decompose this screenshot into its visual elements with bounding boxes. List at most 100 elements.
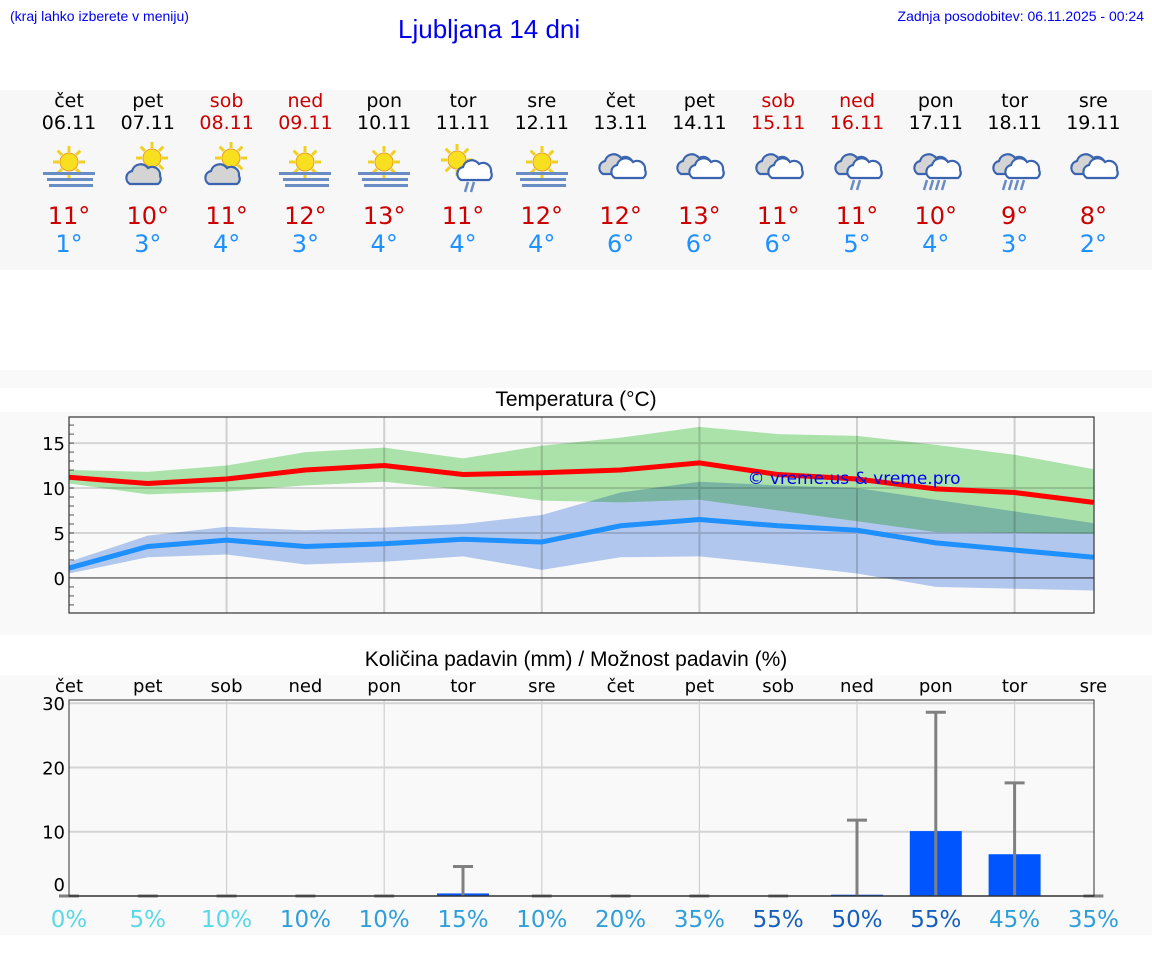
x-day-label: pon bbox=[919, 676, 953, 697]
watermark: © vreme.us & vreme.pro bbox=[747, 469, 960, 489]
precip-probability: 50% bbox=[831, 907, 882, 933]
min-temp: 4° bbox=[449, 230, 477, 258]
precip-probability: 35% bbox=[674, 907, 725, 933]
min-temp: 2° bbox=[1079, 230, 1108, 258]
x-day-label: čet bbox=[55, 676, 83, 697]
sun-fog-icon bbox=[265, 134, 345, 202]
day-forecast: čet 06.11 11° 1° bbox=[29, 90, 109, 258]
min-temp: 4° bbox=[528, 230, 556, 258]
y-tick-label: 30 bbox=[42, 694, 65, 715]
page-title: Ljubljana 14 dni bbox=[398, 14, 581, 44]
day-name: čet bbox=[605, 90, 636, 112]
clouds-rain-icon bbox=[975, 134, 1055, 202]
max-temp: 11° bbox=[756, 202, 800, 230]
min-temp: 6° bbox=[685, 230, 714, 258]
day-date: 16.11 bbox=[829, 112, 885, 134]
sun-cloud-rain-icon bbox=[423, 134, 503, 202]
day-date: 19.11 bbox=[1066, 112, 1121, 134]
day-name: tor bbox=[449, 90, 477, 112]
day-date: 12.11 bbox=[514, 112, 569, 134]
day-forecast: sob 08.11 11° 4° bbox=[187, 90, 267, 258]
max-temp: 12° bbox=[599, 202, 642, 230]
max-temp: 11° bbox=[47, 202, 91, 230]
sun-fog-icon bbox=[29, 134, 109, 202]
sun-fog-icon bbox=[502, 134, 582, 202]
day-date: 09.11 bbox=[278, 112, 333, 134]
day-forecast: pet 14.11 13° 6° bbox=[659, 90, 739, 258]
x-day-label: ned bbox=[840, 676, 874, 697]
temperature-chart-title: Temperatura (°C) bbox=[0, 388, 1152, 412]
sun-cloud-icon bbox=[187, 134, 267, 202]
clouds-icon bbox=[659, 134, 739, 202]
day-date: 07.11 bbox=[120, 112, 175, 134]
day-date: 06.11 bbox=[41, 112, 97, 134]
max-temp: 10° bbox=[914, 202, 958, 230]
max-temp-range-band bbox=[69, 426, 1094, 534]
y-tick-label: 15 bbox=[42, 434, 65, 455]
day-forecast: tor 11.11 11° 4° bbox=[423, 90, 503, 258]
day-date: 18.11 bbox=[987, 112, 1042, 134]
day-date: 10.11 bbox=[356, 112, 412, 134]
day-name: pet bbox=[683, 90, 715, 112]
sun-fog-icon bbox=[344, 134, 424, 202]
x-day-label: sob bbox=[211, 676, 243, 697]
precip-probability: 0% bbox=[51, 907, 88, 933]
precip-probability: 55% bbox=[910, 907, 961, 933]
max-temp: 8° bbox=[1079, 202, 1108, 230]
max-temp: 12° bbox=[520, 202, 564, 230]
day-name: pon bbox=[917, 90, 954, 112]
day-date: 14.11 bbox=[672, 112, 727, 134]
x-day-label: čet bbox=[607, 676, 635, 697]
sun-cloud-icon bbox=[108, 134, 188, 202]
precip-probability: 5% bbox=[130, 907, 167, 933]
day-forecast: pon 17.11 10° 4° bbox=[896, 90, 976, 258]
min-temp: 3° bbox=[291, 230, 320, 258]
x-day-label: sre bbox=[1080, 676, 1107, 697]
day-name: sob bbox=[761, 90, 795, 112]
min-temp: 6° bbox=[606, 230, 635, 258]
plot-border bbox=[68, 699, 1095, 897]
precip-probability: 10% bbox=[280, 907, 331, 933]
x-day-label: ned bbox=[288, 676, 322, 697]
clouds-light-rain-icon bbox=[817, 134, 897, 202]
x-day-label: sre bbox=[528, 676, 555, 697]
day-name: ned bbox=[287, 90, 324, 112]
day-date: 13.11 bbox=[593, 112, 648, 134]
day-forecast: sre 12.11 12° 4° bbox=[502, 90, 582, 258]
max-temp: 13° bbox=[362, 202, 406, 230]
y-tick-label: 0 bbox=[54, 569, 65, 590]
day-forecast: čet 13.11 12° 6° bbox=[581, 90, 661, 258]
min-temp: 3° bbox=[134, 230, 162, 258]
day-date: 11.11 bbox=[435, 112, 491, 134]
precip-probability: 10% bbox=[359, 907, 410, 933]
precip-probability: 15% bbox=[437, 907, 488, 933]
clouds-icon bbox=[738, 134, 818, 202]
day-forecast: ned 16.11 11° 5° bbox=[817, 90, 897, 258]
precip-probability: 55% bbox=[753, 907, 804, 933]
day-forecast: pet 07.11 10° 3° bbox=[108, 90, 188, 258]
x-day-label: tor bbox=[450, 676, 476, 697]
max-temp: 13° bbox=[678, 202, 721, 230]
day-forecast: tor 18.11 9° 3° bbox=[975, 90, 1055, 258]
min-temp: 6° bbox=[764, 230, 792, 258]
max-temp: 9° bbox=[1000, 202, 1029, 230]
y-tick-label: 5 bbox=[54, 524, 65, 545]
day-forecast: sob 15.11 11° 6° bbox=[738, 90, 818, 258]
day-name: čet bbox=[54, 90, 84, 112]
temperature-chart: 0 5 10 15 © vreme.us & vreme.pro bbox=[42, 416, 1095, 614]
precip-probability: 20% bbox=[595, 907, 646, 933]
day-name: sob bbox=[209, 90, 244, 112]
day-date: 08.11 bbox=[199, 112, 254, 134]
max-temp: 11° bbox=[205, 202, 248, 230]
day-date: 17.11 bbox=[908, 112, 963, 134]
x-day-label: tor bbox=[1002, 676, 1028, 697]
last-updated: Zadnja posodobitev: 06.11.2025 - 00:24 bbox=[897, 8, 1144, 24]
precip-probability: 35% bbox=[1068, 907, 1119, 933]
min-temp: 5° bbox=[843, 230, 871, 258]
day-name: ned bbox=[839, 90, 875, 112]
day-forecast: sre 19.11 8° 2° bbox=[1053, 90, 1133, 258]
day-name: pon bbox=[366, 90, 403, 112]
min-temp: 4° bbox=[922, 230, 950, 258]
day-name: sre bbox=[527, 90, 557, 112]
